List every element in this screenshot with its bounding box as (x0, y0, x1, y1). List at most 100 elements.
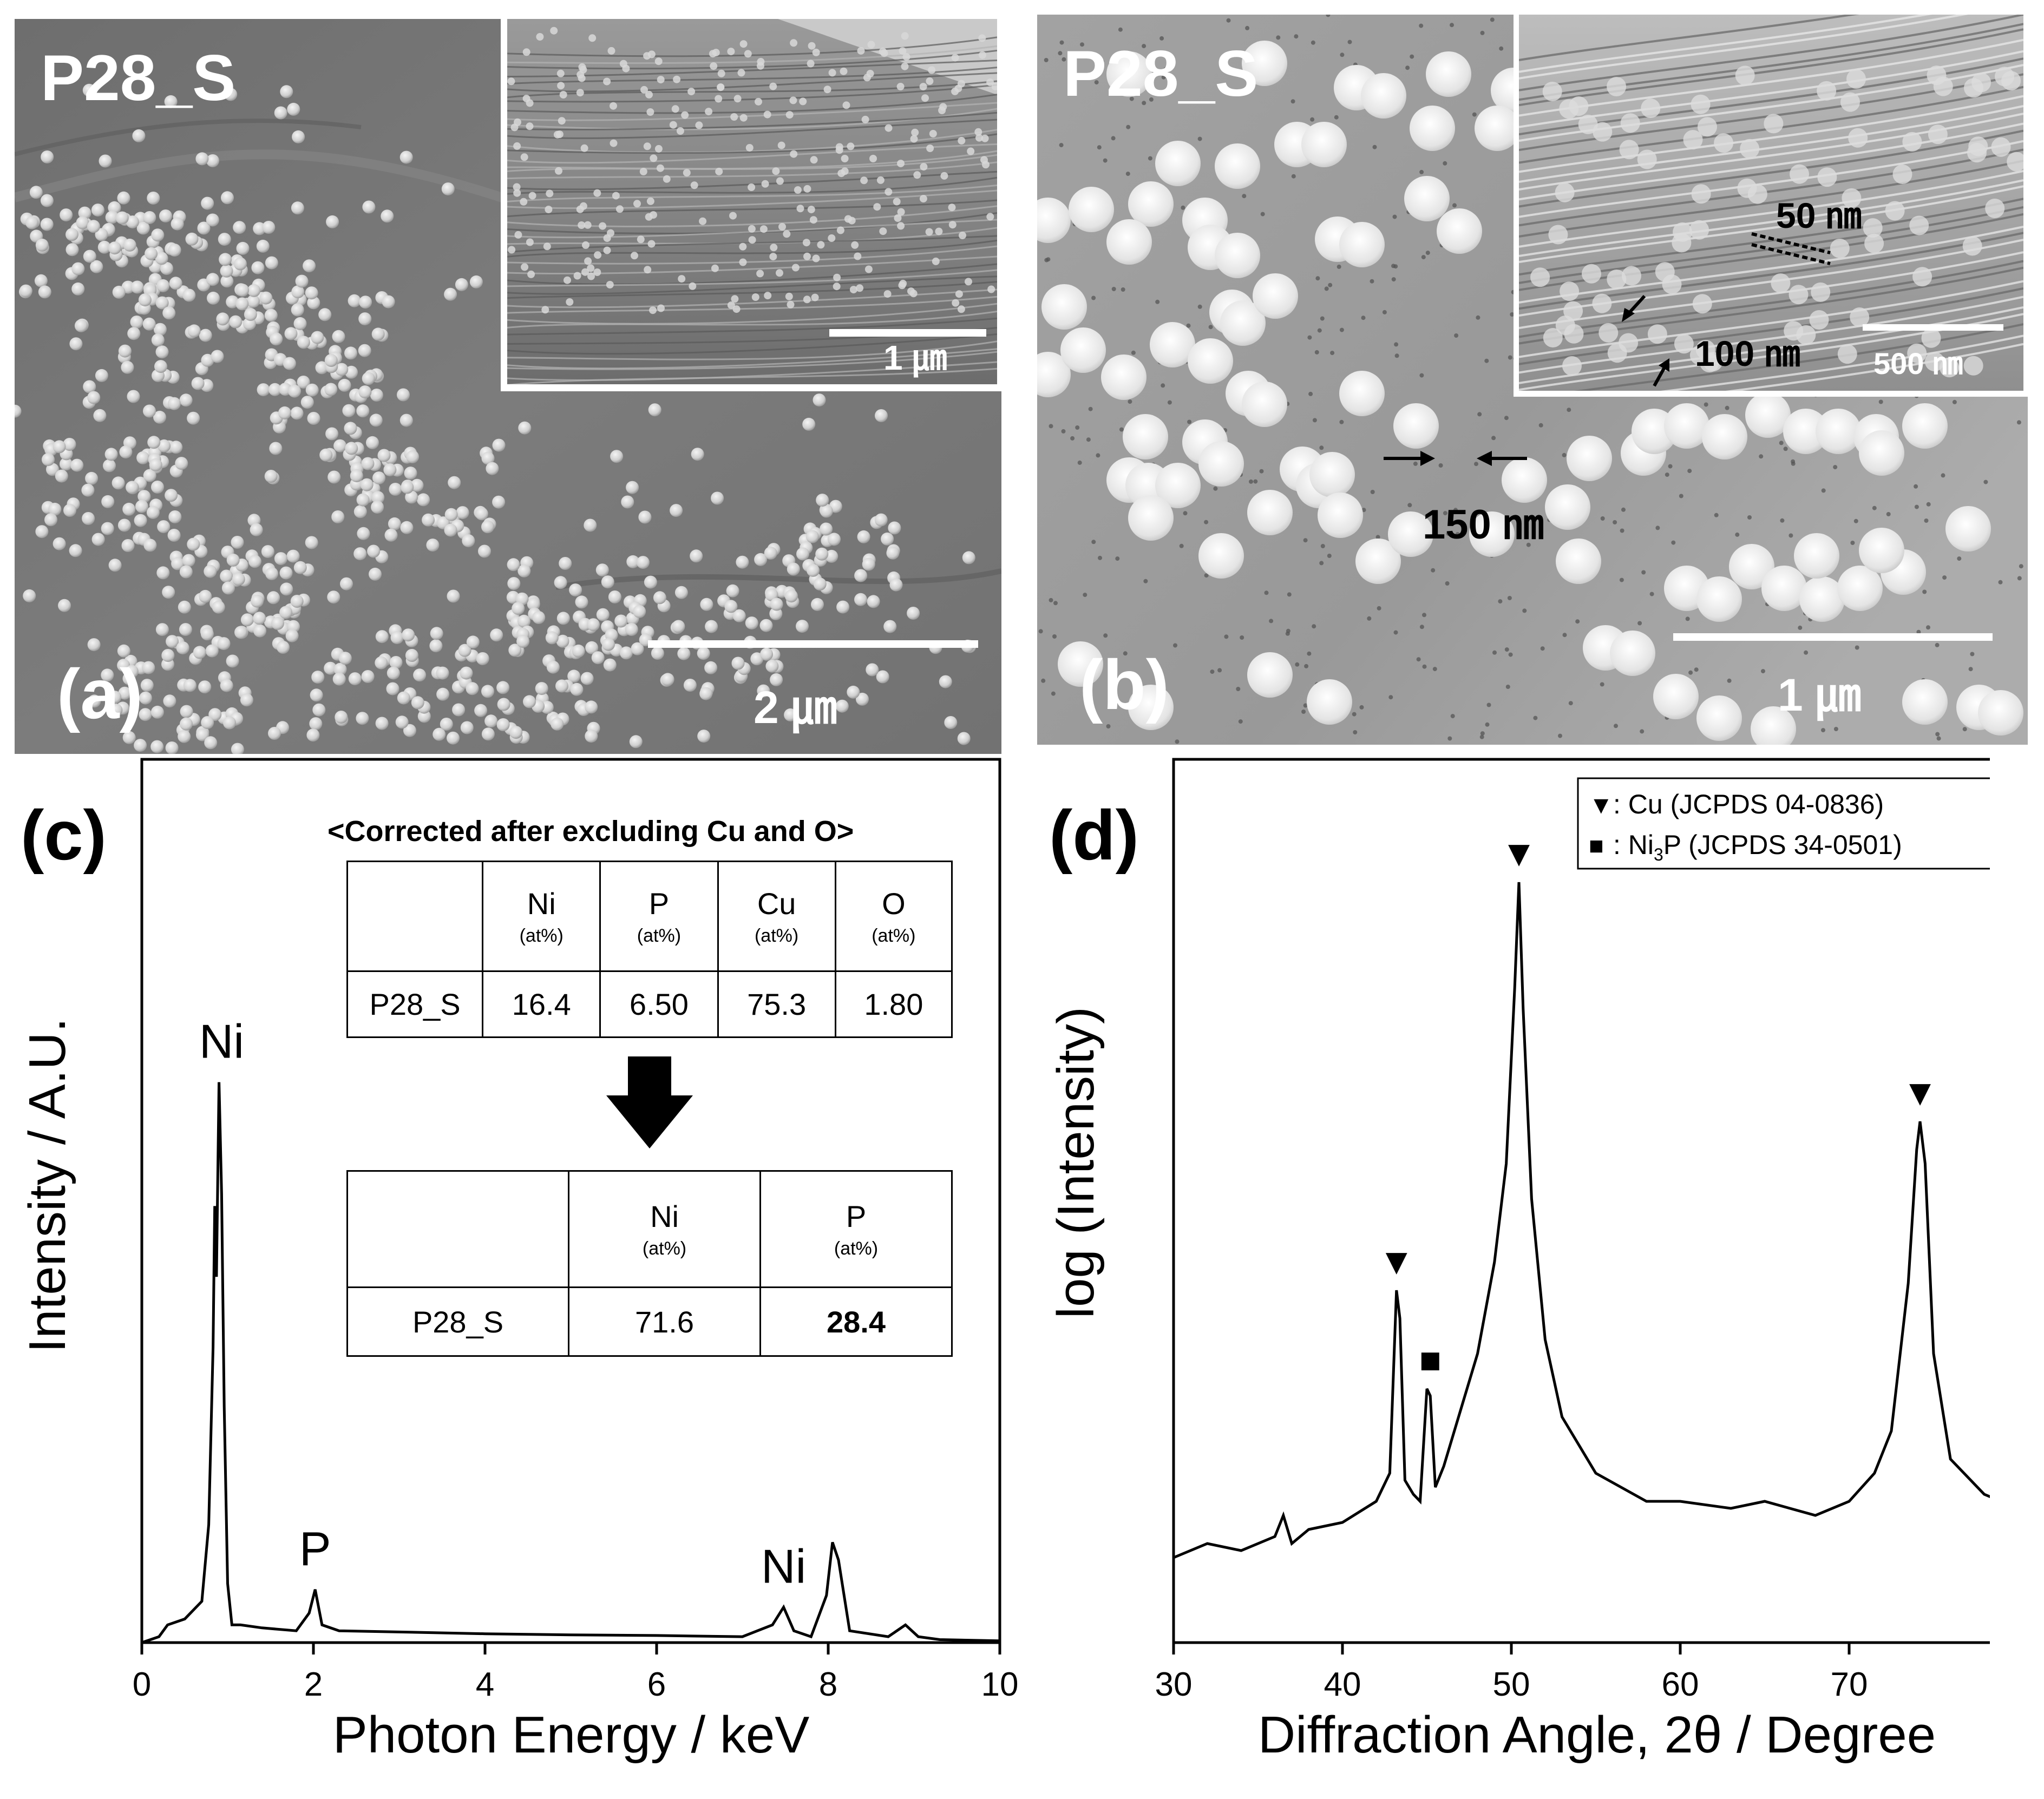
nanoparticle (1816, 409, 1861, 454)
table2-corner (346, 1170, 570, 1288)
nanoparticle (300, 396, 314, 409)
nanoparticle (262, 221, 276, 234)
nanoparticle (403, 724, 416, 737)
nanoparticle (327, 590, 340, 604)
nanoparticle (1339, 222, 1385, 267)
nanoparticle (212, 600, 225, 614)
nanoparticle (201, 353, 214, 367)
nanoparticle (512, 602, 525, 615)
nanoparticle (268, 383, 281, 396)
nanoparticle (1037, 352, 1071, 397)
nanoparticle (386, 682, 399, 695)
nanoparticle (813, 393, 826, 407)
nanoparticle (40, 218, 54, 231)
nanoparticle (1653, 674, 1699, 719)
nanoparticle (168, 510, 182, 523)
nanoparticle (1404, 176, 1450, 221)
nanoparticle (400, 521, 414, 534)
nanoparticle (469, 275, 483, 288)
nanoparticle (332, 330, 345, 343)
nanoparticle (78, 206, 91, 220)
nanoparticle (384, 528, 398, 542)
nanoparticle (591, 651, 605, 665)
nanoparticle (58, 599, 71, 612)
nanoparticle (474, 704, 488, 717)
nanoparticle (274, 552, 287, 566)
nanoparticle (447, 731, 460, 745)
nanoparticle (87, 638, 101, 652)
nanoparticle (327, 470, 341, 484)
nanoparticle (962, 551, 975, 564)
nanoparticle (182, 554, 195, 567)
nanoparticle (436, 687, 450, 701)
nanoparticle (516, 635, 530, 648)
nanoparticle (97, 240, 111, 254)
nanoparticle (156, 566, 170, 580)
nanoparticle (596, 608, 610, 621)
nanoparticle (286, 549, 300, 563)
nanoparticle (206, 213, 219, 227)
nanoparticle (633, 605, 646, 618)
sem-inset-b-texture (1519, 15, 2023, 391)
nanoparticle (55, 469, 68, 483)
nanoparticle (95, 228, 108, 241)
scale-label-a: 2 ㎛ (754, 682, 837, 733)
nanoparticle (155, 623, 169, 636)
nanoparticle (466, 682, 479, 695)
xrd-pattern-line (1173, 882, 1990, 1559)
nanoparticle (625, 623, 638, 636)
nanoparticle (1859, 528, 1904, 573)
nanoparticle (25, 216, 38, 229)
table2-header-ni: Ni (at%) (568, 1170, 761, 1288)
nanoparticle (162, 306, 176, 320)
nanoparticle (601, 575, 614, 589)
nanoparticle (226, 654, 239, 668)
nanoparticle (653, 591, 666, 605)
nanoparticle (458, 644, 471, 657)
nanoparticle (168, 244, 181, 257)
nanoparticle (333, 439, 347, 452)
nanoparticle (88, 694, 101, 708)
nanoparticle (361, 670, 375, 683)
nanoparticle (584, 518, 597, 532)
nanoparticle (460, 666, 473, 680)
nanoparticle (436, 666, 449, 680)
nanoparticle (1155, 141, 1201, 186)
nanoparticle (555, 679, 568, 693)
nanoparticle (41, 150, 54, 163)
x-tick-label: 50 (1493, 1666, 1530, 1703)
nanoparticle (603, 658, 617, 672)
legend-ni3p-marker: ■ (1589, 831, 1604, 859)
legend-cu-text: : Cu (JCPDS 04-0836) (1613, 789, 1884, 819)
nanoparticle (288, 384, 302, 398)
nanoparticle (344, 346, 357, 360)
nanoparticle (220, 569, 233, 583)
legend-cu-marker: ▼ (1589, 791, 1614, 819)
nanoparticle (478, 544, 491, 558)
nanoparticle (191, 377, 205, 390)
x-tick-label: 60 (1662, 1666, 1699, 1703)
nanoparticle (670, 504, 683, 517)
nanoparticle (178, 730, 191, 743)
nanoparticle (389, 483, 402, 496)
eds-table-raw: Ni (at%) P (at%) Cu (at%) O (at%) P28_S 16.4… (346, 861, 953, 1038)
sample-label-a: P28_S (41, 42, 236, 114)
inset-a-scale-label: 1 ㎛ (883, 338, 947, 378)
nanoparticle (371, 327, 385, 341)
x-tick-label: 30 (1155, 1666, 1193, 1703)
nanoparticle (259, 291, 273, 305)
nanoparticle (1309, 452, 1355, 497)
nanoparticle (805, 530, 819, 543)
nanoparticle (705, 620, 718, 633)
nanoparticle (402, 628, 415, 642)
x-tick-label: 6 (647, 1666, 666, 1703)
nanoparticle (399, 413, 413, 427)
nanoparticle (122, 502, 136, 516)
nanoparticle (338, 652, 352, 665)
nanoparticle (139, 691, 152, 705)
nanoparticle (236, 241, 250, 255)
nanoparticle (115, 211, 129, 225)
nanoparticle (169, 277, 182, 290)
nanoparticle (244, 308, 257, 321)
nanoparticle (53, 537, 66, 550)
